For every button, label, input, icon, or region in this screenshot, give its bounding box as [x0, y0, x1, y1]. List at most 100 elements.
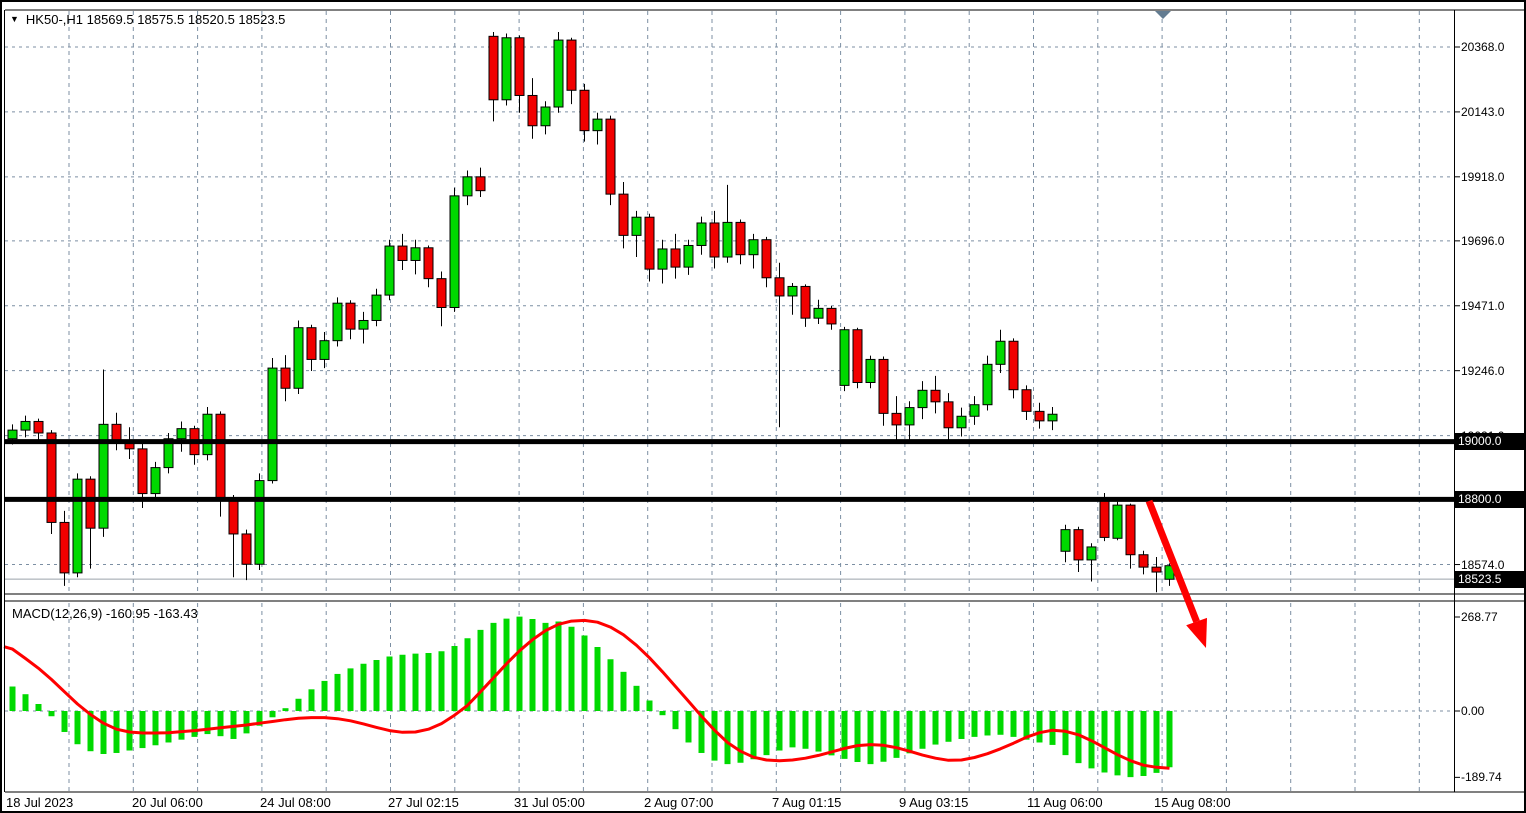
candle-body	[475, 176, 486, 192]
time-axis-label: 27 Jul 02:15	[388, 795, 459, 810]
macd-axis-label: 268.77	[1461, 610, 1498, 624]
time-axis-label: 2 Aug 07:00	[644, 795, 714, 810]
candle-body	[735, 221, 746, 256]
time-axis-label: 11 Aug 06:00	[1027, 795, 1103, 810]
candle-body	[865, 358, 876, 384]
scroll-to-end-marker-icon	[1155, 11, 1171, 19]
candle-body	[7, 429, 18, 440]
macd-indicator-label: MACD(12,26,9) -160.95 -163.43	[12, 606, 198, 621]
candle-body	[514, 37, 525, 96]
candle-body	[371, 294, 382, 321]
candle-body	[566, 39, 577, 91]
candle-body	[384, 245, 395, 296]
candle-body	[917, 389, 928, 409]
candle-body	[631, 216, 642, 236]
candle-body	[280, 367, 291, 389]
candle-body	[332, 302, 343, 342]
candle-body	[826, 307, 837, 325]
candle-body	[969, 404, 980, 417]
candle-body	[1073, 529, 1084, 561]
candle-body	[579, 89, 590, 132]
trend-arrow-head	[1186, 617, 1207, 648]
candle-body	[696, 222, 707, 246]
macd-axis-label: 0.00	[1461, 704, 1485, 718]
candle-body	[891, 412, 902, 426]
current-price-tag: 18523.5	[1455, 570, 1524, 588]
hline-price-tag: 18800.0	[1455, 490, 1524, 508]
candle-body	[501, 37, 512, 101]
candle-body	[943, 401, 954, 429]
symbol-dropdown-icon[interactable]: ▼	[10, 14, 19, 24]
trend-arrow-shaft	[1145, 499, 1200, 623]
candle-body	[449, 195, 460, 309]
candle-body	[709, 222, 720, 258]
candle-body	[397, 245, 408, 261]
candle-body	[605, 118, 616, 195]
candle-body	[254, 480, 265, 565]
candle-body	[436, 278, 447, 309]
candle-body	[1021, 389, 1032, 412]
candle-body	[72, 478, 83, 574]
candle-body	[1047, 413, 1058, 422]
candle-body	[46, 432, 57, 523]
price-axis-label: 20143.0	[1461, 104, 1505, 119]
time-axis-label: 9 Aug 03:15	[899, 795, 969, 810]
candle-body	[1034, 410, 1045, 422]
candle-body	[98, 423, 109, 529]
candle-body	[592, 118, 603, 132]
candle-body	[488, 35, 499, 101]
candle-body	[774, 277, 785, 297]
candle-body	[215, 413, 226, 502]
candle-body	[982, 363, 993, 406]
hline-price-tag: 19000.0	[1455, 433, 1524, 451]
candle-body	[618, 193, 629, 236]
macd-axis-label: -189.74	[1461, 770, 1502, 785]
candle-body	[930, 389, 941, 403]
candle-body	[228, 500, 239, 535]
candle-body	[358, 319, 369, 330]
macd-signal-line	[3, 618, 1170, 770]
candle-body	[1086, 546, 1097, 561]
candle-body	[20, 420, 31, 431]
candle-body	[345, 302, 356, 330]
candle-body	[202, 413, 213, 456]
time-axis-label: 7 Aug 01:15	[772, 795, 842, 810]
candle-body	[85, 478, 96, 529]
symbol-ohlc-text: HK50-,H1 18569.5 18575.5 18520.5 18523.5	[25, 12, 286, 27]
candle-body	[293, 327, 304, 389]
candle-body	[1138, 554, 1149, 568]
candle-body	[137, 448, 148, 495]
candle-body	[852, 329, 863, 384]
candle-body	[1099, 500, 1110, 538]
candle-body	[33, 420, 44, 434]
candle-body	[1151, 566, 1162, 573]
candle-body	[59, 521, 70, 574]
candle-body	[722, 221, 733, 258]
price-axis[interactable]	[1454, 10, 1524, 792]
candle-body	[800, 285, 811, 319]
candle-body	[163, 438, 174, 469]
time-axis[interactable]	[2, 793, 1454, 811]
candle-body	[423, 247, 434, 280]
candle-body	[1008, 340, 1019, 391]
candle-body	[111, 423, 122, 443]
candle-body	[878, 358, 889, 414]
candle-body	[956, 415, 967, 429]
price-axis-label: 19471.0	[1461, 298, 1505, 313]
price-axis-label: 20368.0	[1461, 40, 1505, 54]
candle-body	[904, 407, 915, 426]
time-axis-label: 24 Jul 08:00	[260, 795, 331, 810]
candle-body	[176, 428, 187, 440]
candle-body	[1112, 504, 1123, 539]
candle-body	[761, 239, 772, 279]
candle-body	[644, 216, 655, 270]
candle-body	[995, 340, 1006, 365]
candle-body	[527, 94, 538, 127]
time-axis-label: 20 Jul 06:00	[132, 795, 203, 810]
candle-body	[306, 327, 317, 360]
candle-body	[657, 248, 668, 270]
candle-body	[1125, 504, 1136, 556]
candle-body	[150, 467, 161, 495]
